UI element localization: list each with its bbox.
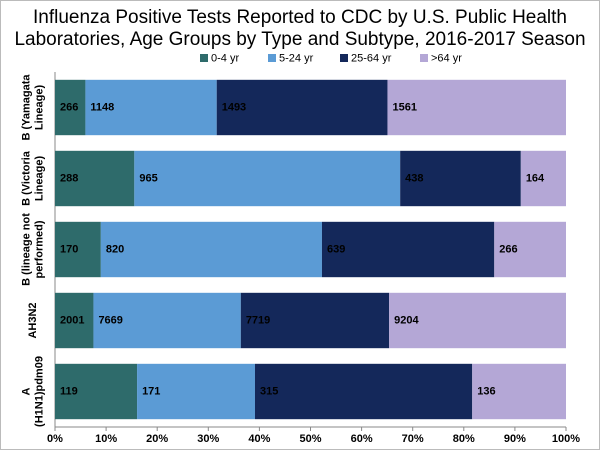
bar-segment — [321, 221, 495, 278]
legend-swatch — [268, 54, 276, 62]
bar-segment — [400, 150, 521, 207]
y-tick-label-line: Lineage) — [33, 85, 45, 131]
y-tick-label: B (VictoriaLineage) — [20, 150, 45, 206]
x-tick-label: 60% — [351, 433, 373, 445]
data-label: 170 — [60, 243, 78, 255]
legend-label: 25-64 yr — [351, 52, 392, 64]
bar-segment — [216, 79, 388, 136]
data-label: 171 — [142, 385, 160, 397]
data-label: 164 — [526, 172, 545, 184]
x-tick-label: 50% — [299, 433, 321, 445]
data-label: 136 — [477, 385, 495, 397]
chart-title: Laboratories, Age Groups by Type and Sub… — [14, 29, 585, 50]
y-tick-label-line: (H1N1)pdm09 — [33, 356, 45, 427]
legend-label: 5-24 yr — [279, 52, 314, 64]
y-tick-label-line: B (Yamagata — [20, 74, 32, 141]
legend-swatch — [340, 54, 348, 62]
bar-segment — [387, 79, 566, 136]
legend-label: >64 yr — [431, 52, 462, 64]
x-tick-label: 30% — [197, 433, 219, 445]
bar-segment — [520, 150, 566, 207]
bar-segment — [494, 221, 566, 278]
legend-swatch — [200, 54, 208, 62]
bar-segment — [93, 292, 241, 349]
data-label: 1493 — [222, 101, 246, 113]
data-label: 639 — [327, 243, 345, 255]
data-label: 315 — [260, 385, 278, 397]
data-label: 438 — [405, 172, 423, 184]
x-tick-label: 40% — [248, 433, 270, 445]
x-tick-label: 20% — [146, 433, 168, 445]
data-label: 1561 — [392, 101, 416, 113]
y-tick-label-line: performed) — [33, 220, 45, 278]
bar-segment — [55, 150, 135, 207]
legend-swatch — [420, 54, 428, 62]
bar-segment — [389, 292, 566, 349]
y-tick-label-line: Lineage) — [33, 156, 45, 202]
x-tick-label: 70% — [402, 433, 424, 445]
data-label: 119 — [60, 385, 78, 397]
y-tick-label: A(H1N1)pdm09 — [20, 356, 45, 427]
x-tick-label: 0% — [47, 433, 63, 445]
data-label: 266 — [60, 101, 78, 113]
data-label: 820 — [106, 243, 124, 255]
bar-segment — [100, 221, 322, 278]
bar-segment — [55, 292, 94, 349]
bar-segment — [134, 150, 401, 207]
y-tick-label-line: A — [20, 387, 32, 395]
y-tick-label-line: AH3N2 — [27, 302, 39, 338]
x-tick-label: 10% — [95, 433, 117, 445]
y-tick-label-line: B (Victoria — [20, 150, 32, 206]
x-tick-label: 100% — [552, 433, 580, 445]
data-label: 7669 — [98, 314, 122, 326]
y-tick-label: AH3N2 — [27, 302, 39, 338]
x-tick-label: 90% — [504, 433, 526, 445]
data-label: 266 — [499, 243, 517, 255]
bar-segment — [55, 221, 101, 278]
data-label: 2001 — [60, 314, 84, 326]
bar-segment — [55, 363, 138, 420]
y-tick-label: B (lineage notperformed) — [20, 213, 45, 286]
bar-segment — [55, 79, 86, 136]
y-tick-label-line: B (lineage not — [20, 213, 32, 286]
x-tick-label: 80% — [453, 433, 475, 445]
chart-title: Influenza Positive Tests Reported to CDC… — [33, 7, 567, 28]
bar-segment — [240, 292, 390, 349]
bar-segment — [137, 363, 255, 420]
data-label: 9204 — [394, 314, 419, 326]
bar-segment — [85, 79, 217, 136]
data-label: 1148 — [90, 101, 114, 113]
legend-label: 0-4 yr — [211, 52, 239, 64]
bar-segment — [472, 363, 566, 420]
data-label: 965 — [139, 172, 157, 184]
data-label: 288 — [60, 172, 78, 184]
y-tick-label: B (YamagataLineage) — [20, 74, 45, 141]
data-label: 7719 — [246, 314, 270, 326]
bar-segment — [254, 363, 473, 420]
